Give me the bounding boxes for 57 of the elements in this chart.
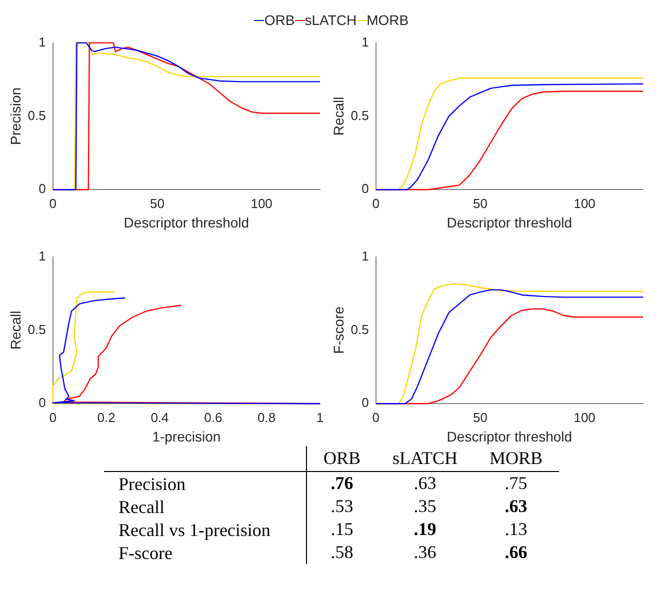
y-tick-label: 0	[362, 181, 369, 196]
x-tick-label: 0	[49, 196, 56, 211]
text: .76	[330, 473, 354, 493]
text: .53	[330, 496, 354, 516]
x-tick-label: 100	[574, 410, 596, 425]
x-tick-label: 100	[574, 196, 596, 211]
x-axis-title: Descriptor threshold	[446, 428, 572, 444]
y-axis-title: Precision	[7, 87, 24, 145]
legend-label: sLATCH	[304, 12, 357, 28]
category-label: MORB	[474, 446, 559, 472]
text: .63	[414, 473, 436, 493]
x-tick-label: 0	[372, 410, 380, 425]
text: .35	[414, 496, 436, 516]
category-label: Precision	[118, 474, 186, 494]
x-axis-title: 1-precision	[152, 428, 221, 444]
legend-label: MORB	[366, 12, 409, 28]
y-axis-title: Recall	[7, 310, 24, 350]
text: .75	[504, 473, 528, 493]
y-tick-label: 0.5	[350, 322, 369, 337]
x-tick-label: 1	[316, 410, 324, 425]
x-tick-label: 50	[472, 410, 488, 425]
category-label: Recall	[118, 496, 164, 516]
y-tick-label: 0.5	[28, 108, 46, 123]
category-label: sLATCH	[376, 446, 474, 472]
y-tick-label: 0	[38, 395, 46, 410]
y-tick-label: 1	[38, 248, 46, 264]
x-tick-label: 50	[472, 196, 488, 211]
text: .63	[504, 496, 528, 516]
y-tick-label: 0.5	[28, 322, 46, 337]
text: .66	[504, 542, 528, 562]
category-label: Recall vs 1-precision	[118, 520, 270, 540]
category-label: ORB	[306, 446, 376, 472]
y-axis-title: F-score	[330, 306, 346, 354]
x-axis-title: Descriptor threshold	[124, 214, 250, 230]
text: .36	[414, 542, 436, 562]
y-tick-label: 1	[362, 248, 369, 264]
x-tick-label: 0.8	[258, 410, 276, 425]
x-tick-label: 0	[372, 196, 380, 211]
x-tick-label: 0.2	[97, 410, 116, 425]
text: .58	[330, 542, 354, 562]
y-tick-label: 0.5	[350, 108, 369, 123]
legend-label: ORB	[264, 12, 295, 28]
text: .13	[504, 519, 528, 539]
text: .19	[414, 519, 436, 539]
x-tick-label: 0.4	[150, 410, 169, 425]
y-axis-title: Recall	[330, 96, 346, 136]
y-tick-label: 1	[38, 34, 46, 50]
y-tick-label: 0	[362, 395, 369, 410]
y-tick-label: 1	[362, 34, 369, 50]
text: .15	[330, 519, 354, 539]
x-axis-title: Descriptor threshold	[446, 214, 572, 230]
category-label: F-score	[118, 542, 172, 562]
x-tick-label: 0	[49, 410, 56, 425]
x-tick-label: 50	[150, 196, 164, 211]
x-tick-label: 100	[250, 196, 272, 211]
y-tick-label: 0	[38, 181, 46, 196]
x-tick-label: 0.6	[204, 410, 222, 425]
